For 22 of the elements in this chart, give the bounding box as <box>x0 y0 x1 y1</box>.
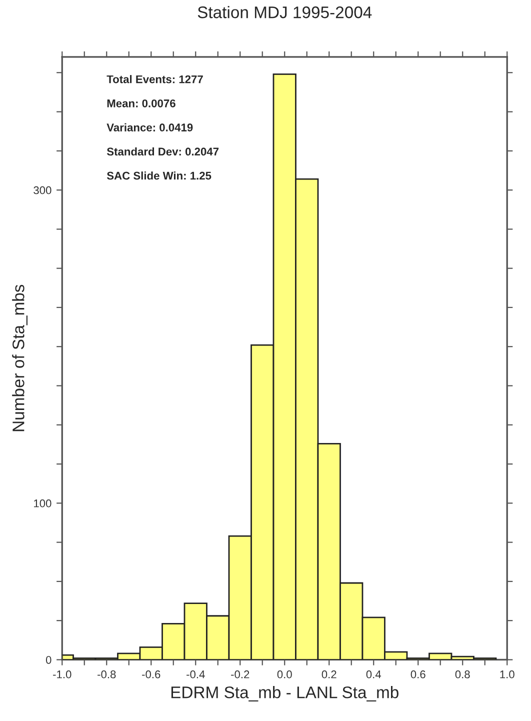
chart-title: Station MDJ 1995-2004 <box>198 6 372 18</box>
x-tick-label: -0.6 <box>142 670 160 678</box>
annotation: SAC Slide Win: 1.25 <box>106 171 212 180</box>
y-tick-label: 0 <box>46 656 52 664</box>
annotation: Total Events: 1277 <box>106 75 203 84</box>
x-tick-label: -1.0 <box>53 670 72 678</box>
x-tick-label: 1.0 <box>500 670 514 678</box>
x-tick-label: -0.4 <box>186 670 205 678</box>
x-tick-label: -0.2 <box>231 670 250 678</box>
y-tick-label: 100 <box>34 499 52 508</box>
annotation: Mean: 0.0076 <box>107 99 176 108</box>
annotation: Standard Dev: 0.2047 <box>106 147 219 156</box>
y-axis-title: Number of Sta_mbs <box>12 284 28 432</box>
x-tick-label: 0.8 <box>455 670 470 678</box>
x-tick-label: 0.2 <box>322 670 336 678</box>
y-tick-label: 300 <box>34 186 52 194</box>
annotation: Variance: 0.0419 <box>106 123 193 132</box>
x-tick-label: 0.4 <box>366 670 382 678</box>
x-tick-label: 0.0 <box>277 670 292 678</box>
x-axis-title: EDRM Sta_mb - LANL Sta_mb <box>171 686 398 702</box>
x-tick-label: 0.6 <box>410 670 426 678</box>
x-tick-label: -0.8 <box>98 670 116 678</box>
